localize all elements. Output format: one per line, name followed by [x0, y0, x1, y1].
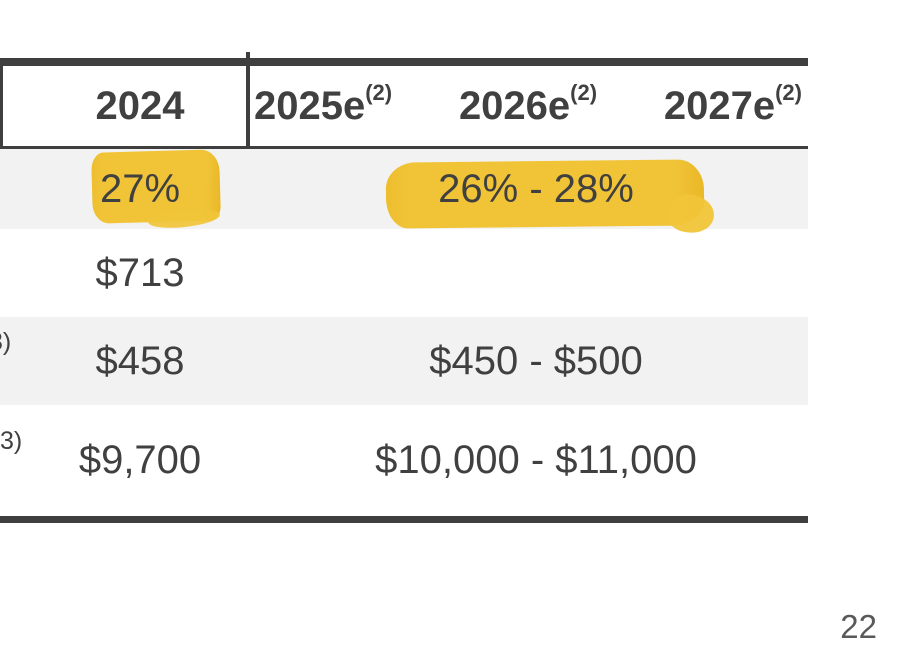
footnote-marker: (2) — [365, 80, 393, 106]
estimate-range-text: $10,000 - $11,000 — [375, 438, 697, 482]
table-row: 27% 26% - 28% — [0, 149, 808, 238]
table-bottom-border — [0, 516, 808, 523]
footnote-marker: (2) — [775, 80, 802, 106]
estimate-range-text: $450 - $500 — [429, 338, 643, 383]
footnote-marker: (2) — [570, 80, 598, 106]
clipped-footnote-fragment: 3) — [0, 328, 12, 356]
column-header-2027e: 2027e(2) — [663, 82, 802, 129]
table-header-separator — [0, 146, 808, 149]
cell-estimate-value — [250, 229, 808, 317]
column-header-2026e-label: 2026e — [458, 83, 571, 128]
column-header-2026e: 2026e(2) — [458, 82, 597, 129]
clipped-footnote-fragment: 3) — [0, 427, 23, 455]
column-header-2025e-label: 2025e — [254, 83, 366, 128]
column-header-2025e: 2025e(2) — [254, 82, 392, 129]
table-top-border — [0, 58, 808, 66]
cell-2024-value: $9,700 — [78, 438, 202, 482]
cell-estimate-value: $450 - $500 — [250, 317, 808, 405]
column-header-2024: 2024 — [95, 83, 185, 128]
table-row: 3) $458 $450 - $500 — [0, 317, 808, 405]
table-row: 3) $9,700 $10,000 - $11,000 — [0, 405, 808, 516]
cell-2024-value: $713 — [95, 250, 185, 295]
cell-2024-value: $458 — [95, 338, 185, 383]
cell-estimate-value: $10,000 - $11,000 — [250, 405, 808, 516]
cell-estimate-value: 26% - 28% — [250, 149, 808, 238]
page-number: 22 — [840, 608, 877, 645]
table-left-edge-line — [0, 66, 3, 146]
cell-2024-value: 27% — [99, 166, 181, 211]
column-header-2027e-label: 2027e — [663, 83, 776, 128]
table-row: $713 — [0, 229, 808, 317]
estimate-column-headers: 2025e(2) 2026e(2) 2027e(2) — [250, 66, 808, 146]
table-header: 2024 2025e(2) 2026e(2) 2027e(2) — [0, 66, 808, 146]
estimate-range-text: 26% - 28% — [438, 166, 634, 211]
